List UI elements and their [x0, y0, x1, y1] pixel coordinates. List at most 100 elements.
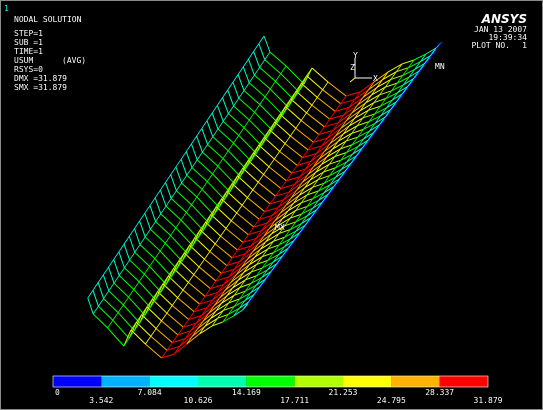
- mesh-edge: [306, 75, 323, 91]
- result-title: NODAL SOLUTION: [14, 15, 82, 24]
- mesh-edge: [188, 314, 202, 320]
- mesh-edge: [269, 88, 289, 108]
- mesh-edge: [217, 128, 234, 144]
- mesh-edge: [243, 263, 257, 273]
- mesh-edge: [284, 230, 297, 238]
- mesh-edge: [117, 312, 135, 331]
- mesh-edge: [271, 225, 285, 235]
- mesh-edge: [222, 120, 240, 136]
- mesh-edge: [170, 174, 177, 191]
- mesh-edge: [159, 250, 178, 270]
- mesh-edge: [277, 197, 292, 208]
- mesh-edge: [201, 188, 220, 208]
- mesh-edge: [133, 228, 141, 245]
- mesh-edge: [237, 175, 254, 191]
- mesh-edge: [138, 281, 156, 301]
- mesh-edge: [334, 151, 347, 157]
- mesh-edge: [210, 310, 224, 320]
- mesh-edge: [351, 138, 364, 146]
- mesh-edge: [122, 304, 141, 324]
- mesh-edge: [177, 297, 195, 313]
- legend-label: 7.084: [138, 388, 162, 397]
- mesh-edge: [196, 136, 203, 153]
- mesh-edge: [248, 82, 266, 98]
- mesh-edge: [134, 251, 150, 267]
- mesh-edge: [282, 209, 297, 219]
- mesh-edge: [290, 223, 302, 230]
- mesh-edge: [271, 114, 281, 131]
- mesh-edge: [280, 202, 295, 214]
- triad-z: Z: [350, 63, 355, 72]
- mesh-edge: [298, 186, 313, 196]
- mesh-edge: [243, 90, 261, 105]
- mesh-edge: [363, 122, 376, 130]
- mesh-edge: [217, 313, 229, 319]
- mesh-edge: [385, 82, 398, 88]
- mesh-edge: [295, 205, 308, 211]
- mesh-edge: [295, 215, 308, 223]
- legend-band: [149, 376, 198, 387]
- legend-band: [198, 376, 247, 387]
- mesh-edge: [196, 196, 215, 216]
- mesh-edge: [318, 193, 329, 201]
- mesh-edge: [337, 112, 353, 124]
- mesh-edge: [213, 198, 222, 216]
- mesh-edge: [379, 90, 392, 96]
- mesh-edge: [348, 97, 364, 108]
- mesh-edge: [252, 189, 271, 205]
- mesh-edge: [244, 243, 259, 255]
- mesh-edge: [267, 263, 278, 271]
- mesh-edge: [225, 228, 244, 243]
- mesh-edge: [182, 289, 200, 305]
- mesh-edge: [374, 116, 386, 124]
- quantity-note: (AVG): [62, 56, 86, 65]
- mesh-edge: [403, 78, 414, 86]
- mesh-edge: [301, 217, 312, 224]
- max-marker: MX: [275, 223, 285, 232]
- mesh-edge: [209, 251, 228, 266]
- mesh-edge: [299, 166, 314, 178]
- mesh-edge: [351, 102, 367, 114]
- mesh-edge: [307, 164, 322, 175]
- mesh-edge: [397, 86, 408, 93]
- legend-label: 14.169: [232, 388, 261, 397]
- mesh-edge: [107, 327, 125, 347]
- mesh-edge: [199, 229, 216, 245]
- mesh-edge: [128, 296, 146, 316]
- mesh-edge: [279, 150, 298, 166]
- mesh-edge: [208, 302, 222, 314]
- mesh-edge: [278, 247, 289, 255]
- mesh-edge: [194, 237, 211, 252]
- mesh-edge: [337, 132, 352, 142]
- mesh-edge: [247, 160, 264, 175]
- mesh-edge: [248, 230, 262, 236]
- mesh-edge: [248, 119, 268, 139]
- mesh-edge: [254, 111, 273, 131]
- mesh-edge: [219, 287, 233, 299]
- legend-label: 17.711: [280, 396, 309, 405]
- mesh-edge: [258, 144, 275, 160]
- mesh-edge: [180, 219, 199, 239]
- mesh-edge: [369, 124, 380, 132]
- mesh-edge: [306, 209, 317, 217]
- mesh-edge: [228, 113, 245, 129]
- mesh-edge: [98, 305, 114, 321]
- mesh-edge: [261, 261, 274, 269]
- mesh-edge: [269, 51, 287, 67]
- mesh-edge: [345, 91, 361, 97]
- mesh-edge: [160, 275, 169, 293]
- mesh-edge: [241, 204, 260, 220]
- mesh-edge: [231, 253, 246, 259]
- mesh-edge: [327, 81, 347, 97]
- mesh-edge: [181, 245, 191, 262]
- mesh-edge: [401, 59, 415, 65]
- mesh-edge: [150, 228, 166, 244]
- mesh-edge: [237, 74, 245, 91]
- mesh-edge: [112, 319, 130, 339]
- mesh-edge: [113, 282, 129, 298]
- mesh-edge: [346, 155, 357, 163]
- mesh-edge: [165, 182, 172, 199]
- mesh-edge: [230, 271, 245, 283]
- mesh-edge: [233, 105, 250, 121]
- mesh-edge: [191, 204, 209, 224]
